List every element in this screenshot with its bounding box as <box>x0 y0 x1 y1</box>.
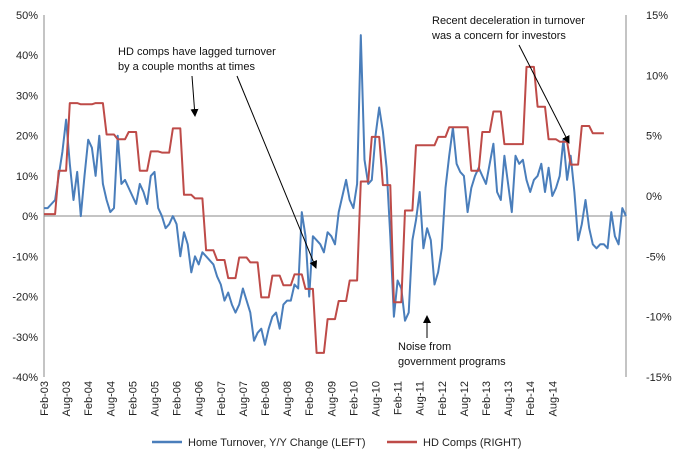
right-tick-label: -15% <box>646 372 672 384</box>
annotation-noise-line2: government programs <box>398 356 506 368</box>
left-tick-label: -10% <box>12 251 38 263</box>
x-tick-label: Aug-14 <box>547 381 559 416</box>
left-tick-label: 40% <box>16 50 38 62</box>
annotation-noise: Noise from government programs <box>398 315 506 368</box>
right-tick-label: 0% <box>646 191 662 203</box>
x-tick-label: Feb-11 <box>393 381 405 415</box>
x-axis: Feb-03 Aug-03 Feb-04 Aug-04 Feb-05 Aug-05 Feb-… <box>39 381 559 416</box>
right-tick-label: -10% <box>646 312 672 324</box>
right-tick-label: 5% <box>646 131 662 143</box>
x-tick-label: Feb-04 <box>83 381 95 416</box>
right-tick-label: 10% <box>646 70 668 82</box>
left-tick-label: 0% <box>22 211 38 223</box>
series-layer <box>44 34 627 354</box>
left-tick-label: -20% <box>12 292 38 304</box>
x-tick-label: Feb-09 <box>304 381 316 416</box>
x-tick-label: Aug-05 <box>150 381 162 416</box>
x-tick-label: Feb-06 <box>172 381 184 416</box>
x-tick-label: Feb-07 <box>216 381 228 416</box>
left-tick-label: 20% <box>16 131 38 143</box>
left-tick-label: -30% <box>12 332 38 344</box>
annotation-recent: Recent deceleration in turnover was a co… <box>431 15 585 144</box>
series-line-home-turnover <box>44 34 627 346</box>
annotation-noise-line1: Noise from <box>398 341 451 353</box>
x-tick-label: Aug-12 <box>459 381 471 416</box>
left-tick-label: 30% <box>16 90 38 102</box>
left-axis: 50% 40% 30% 20% 10% 0% -10% -20% -30% -40% <box>12 10 38 384</box>
x-tick-label: Feb-03 <box>39 381 51 416</box>
x-tick-label: Aug-03 <box>61 381 73 416</box>
legend-label-turnover: Home Turnover, Y/Y Change (LEFT) <box>188 437 366 449</box>
annotation-recent-line2: was a concern for investors <box>431 30 566 42</box>
annotation-lag-arrow-2 <box>236 75 318 269</box>
series-line-hd-comps <box>44 65 604 354</box>
x-tick-label: Feb-10 <box>348 381 360 416</box>
legend: Home Turnover, Y/Y Change (LEFT) HD Comp… <box>152 437 521 449</box>
right-tick-label: -5% <box>646 251 666 263</box>
x-tick-label: Feb-12 <box>437 381 449 416</box>
left-tick-label: 50% <box>16 10 38 22</box>
annotation-lag-arrow-1 <box>190 75 199 117</box>
x-tick-label: Aug-10 <box>371 381 383 416</box>
x-tick-label: Aug-08 <box>282 381 294 416</box>
x-tick-label: Feb-13 <box>481 381 493 416</box>
x-tick-label: Aug-13 <box>503 381 515 416</box>
x-tick-label: Aug-09 <box>326 381 338 416</box>
x-tick-label: Aug-11 <box>415 381 427 416</box>
right-axis: 15% 10% 5% 0% -5% -10% -15% <box>646 10 672 384</box>
x-tick-label: Aug-07 <box>238 381 250 416</box>
x-tick-label: Aug-04 <box>105 381 117 416</box>
annotation-lag: HD comps have lagged turnover by a coupl… <box>118 46 318 269</box>
left-tick-label: -40% <box>12 372 38 384</box>
left-tick-label: 10% <box>16 171 38 183</box>
annotation-lag-line2: by a couple months at times <box>118 61 255 73</box>
legend-label-hd-comps: HD Comps (RIGHT) <box>423 437 521 449</box>
x-tick-label: Aug-06 <box>194 381 206 416</box>
annotation-recent-line1: Recent deceleration in turnover <box>432 15 585 27</box>
x-tick-label: Feb-08 <box>260 381 272 416</box>
x-tick-label: Feb-14 <box>525 381 537 416</box>
annotation-lag-line1: HD comps have lagged turnover <box>118 46 276 58</box>
x-tick-label: Feb-05 <box>127 381 139 416</box>
right-tick-label: 15% <box>646 10 668 22</box>
annotation-recent-arrow <box>518 44 570 144</box>
